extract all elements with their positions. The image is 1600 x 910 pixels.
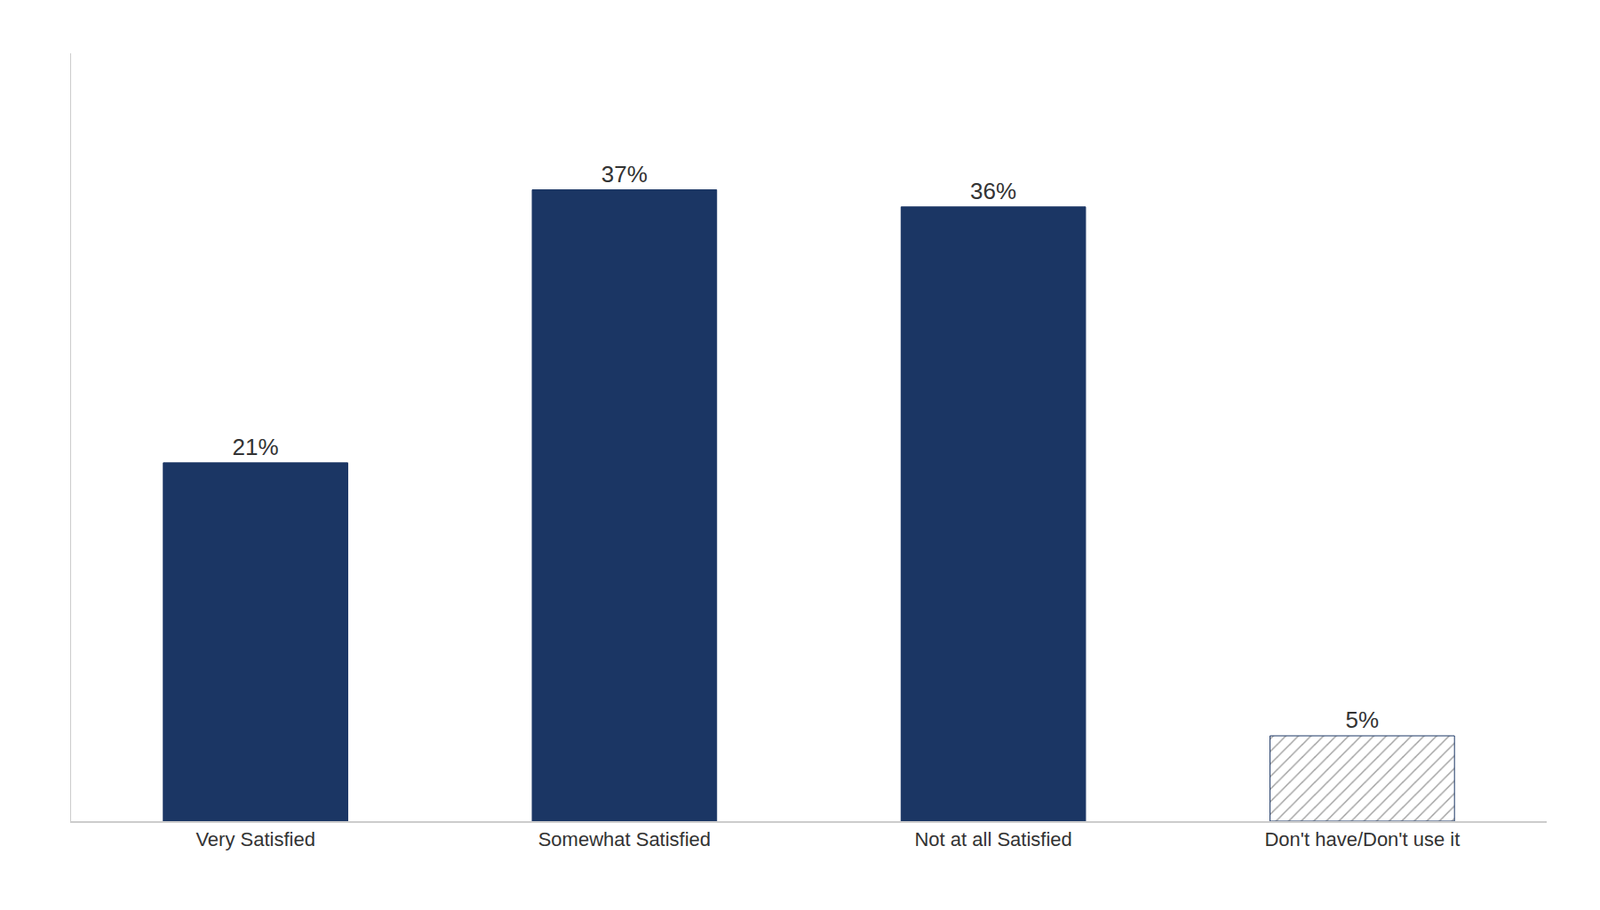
svg-text:21%: 21%: [232, 433, 279, 461]
svg-text:36%: 36%: [970, 177, 1017, 205]
svg-text:Very Satisfied: Very Satisfied: [195, 827, 316, 851]
svg-text:37%: 37%: [601, 160, 648, 188]
svg-text:Somewhat Satisfied: Somewhat Satisfied: [538, 827, 711, 851]
svg-text:Don't have/Don't use it: Don't have/Don't use it: [1264, 827, 1460, 851]
svg-text:5%: 5%: [1345, 706, 1380, 733]
svg-text:Not at all Satisfied: Not at all Satisfied: [914, 827, 1072, 851]
